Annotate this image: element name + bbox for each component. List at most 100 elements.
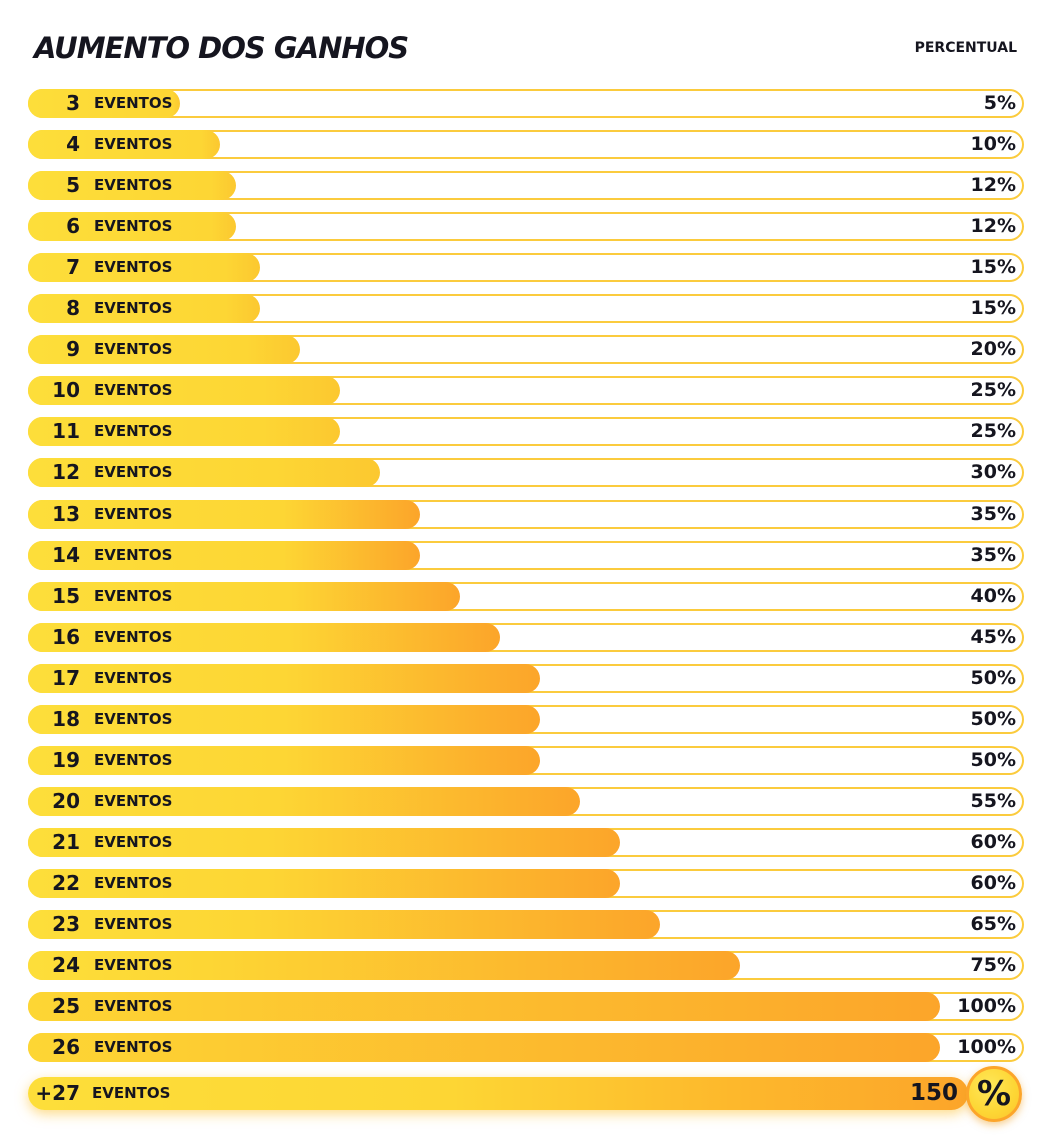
- events-label: EVENTOS: [94, 997, 173, 1015]
- events-count: 22: [52, 871, 80, 895]
- events-label: EVENTOS: [94, 217, 173, 235]
- events-label: EVENTOS: [94, 751, 173, 769]
- bar-fill: [28, 376, 340, 405]
- bar-fill: [28, 500, 420, 529]
- bonus-row: 22 EVENTOS 60%: [28, 869, 1024, 898]
- final-row-events-label: EVENTOS: [92, 1084, 171, 1102]
- events-label: EVENTOS: [94, 628, 173, 646]
- bonus-row: 15 EVENTOS 40%: [28, 582, 1024, 611]
- bar-fill: [28, 335, 300, 364]
- events-count: 9: [66, 337, 80, 361]
- events-count: 14: [52, 543, 80, 567]
- bar-fill: [28, 787, 580, 816]
- bonus-row: 5 EVENTOS 12%: [28, 171, 1024, 200]
- events-label: EVENTOS: [94, 710, 173, 728]
- bar-fill: [28, 458, 380, 487]
- bonus-row: 7 EVENTOS 15%: [28, 253, 1024, 282]
- percent-value: 75%: [970, 954, 1016, 976]
- events-label: EVENTOS: [94, 587, 173, 605]
- events-label: EVENTOS: [94, 505, 173, 523]
- bonus-row: 3 EVENTOS 5%: [28, 89, 1024, 118]
- percent-column-header: PERCENTUAL: [914, 40, 1017, 56]
- events-count: 5: [66, 173, 80, 197]
- bar-fill: [28, 992, 940, 1021]
- percent-value: 50%: [970, 708, 1016, 730]
- percent-value: 15%: [970, 256, 1016, 278]
- events-label: EVENTOS: [94, 135, 173, 153]
- events-count: 7: [66, 255, 80, 279]
- page-title: AUMENTO DOS GANHOS: [34, 31, 409, 65]
- events-label: EVENTOS: [94, 422, 173, 440]
- bar-fill: [28, 253, 260, 282]
- bonus-row: 10 EVENTOS 25%: [28, 376, 1024, 405]
- events-count: 8: [66, 296, 80, 320]
- events-count: 3: [66, 91, 80, 115]
- events-count: 24: [52, 953, 80, 977]
- bar-fill: [28, 623, 500, 652]
- percent-value: 45%: [970, 626, 1016, 648]
- bar-fill: [28, 582, 460, 611]
- events-label: EVENTOS: [94, 1038, 173, 1056]
- percent-value: 12%: [970, 215, 1016, 237]
- events-count: 23: [52, 912, 80, 936]
- events-count: 17: [52, 666, 80, 690]
- percent-value: 35%: [970, 503, 1016, 525]
- bonus-row: 16 EVENTOS 45%: [28, 623, 1024, 652]
- events-count: 11: [52, 419, 80, 443]
- events-count: 10: [52, 378, 80, 402]
- percent-value: 60%: [970, 872, 1016, 894]
- percent-value: 5%: [983, 92, 1016, 114]
- events-label: EVENTOS: [94, 176, 173, 194]
- bonus-row: 26 EVENTOS 100%: [28, 1033, 1024, 1062]
- events-label: EVENTOS: [94, 833, 173, 851]
- bar-fill: [28, 828, 620, 857]
- events-label: EVENTOS: [94, 463, 173, 481]
- final-row-events-count: +27: [35, 1081, 80, 1105]
- events-label: EVENTOS: [94, 381, 173, 399]
- final-row-percent: 150: [909, 1080, 958, 1106]
- percent-value: 100%: [957, 995, 1016, 1017]
- events-count: 19: [52, 748, 80, 772]
- events-count: 15: [52, 584, 80, 608]
- percent-value: 30%: [970, 461, 1016, 483]
- bonus-row: 18 EVENTOS 50%: [28, 705, 1024, 734]
- bar-fill: [28, 705, 540, 734]
- bar-fill: [28, 171, 236, 200]
- bonus-row: 8 EVENTOS 15%: [28, 294, 1024, 323]
- bar-fill: [28, 664, 540, 693]
- bonus-row: 20 EVENTOS 55%: [28, 787, 1024, 816]
- bonus-row: 24 EVENTOS 75%: [28, 951, 1024, 980]
- events-count: 4: [66, 132, 80, 156]
- events-count: 18: [52, 707, 80, 731]
- events-label: EVENTOS: [94, 792, 173, 810]
- percent-value: 15%: [970, 297, 1016, 319]
- percent-badge-icon: %: [966, 1066, 1022, 1122]
- bar-fill: [28, 951, 740, 980]
- percent-value: 12%: [970, 174, 1016, 196]
- bar-fill: [28, 1033, 940, 1062]
- events-label: EVENTOS: [94, 546, 173, 564]
- bar-fill: [28, 910, 660, 939]
- bonus-row: 13 EVENTOS 35%: [28, 500, 1024, 529]
- events-count: 20: [52, 789, 80, 813]
- events-count: 25: [52, 994, 80, 1018]
- bar-fill: [28, 869, 620, 898]
- events-label: EVENTOS: [94, 258, 173, 276]
- events-count: 16: [52, 625, 80, 649]
- events-count: 13: [52, 502, 80, 526]
- events-count: 21: [52, 830, 80, 854]
- bonus-row: 21 EVENTOS 60%: [28, 828, 1024, 857]
- percent-value: 10%: [970, 133, 1016, 155]
- percent-value: 50%: [970, 749, 1016, 771]
- events-label: EVENTOS: [94, 915, 173, 933]
- bonus-row: 17 EVENTOS 50%: [28, 664, 1024, 693]
- bar-fill: [28, 294, 260, 323]
- events-label: EVENTOS: [94, 299, 173, 317]
- events-count: 6: [66, 214, 80, 238]
- percent-value: 60%: [970, 831, 1016, 853]
- events-label: EVENTOS: [94, 340, 173, 358]
- events-label: EVENTOS: [94, 669, 173, 687]
- percent-value: 40%: [970, 585, 1016, 607]
- events-label: EVENTOS: [94, 874, 173, 892]
